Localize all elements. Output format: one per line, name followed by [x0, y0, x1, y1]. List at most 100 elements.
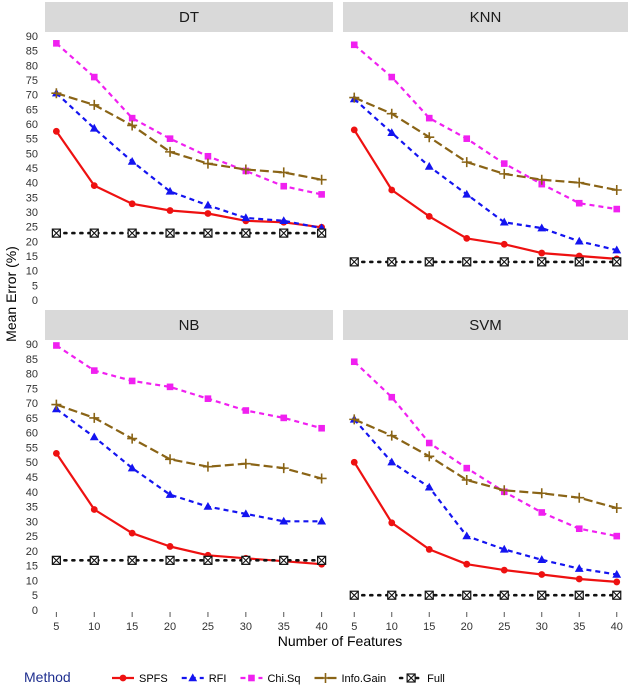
data-point	[165, 454, 176, 465]
data-point	[575, 575, 583, 583]
panel-knn: KNN	[343, 2, 628, 267]
data-point	[350, 126, 358, 134]
data-point	[166, 135, 174, 142]
legend-item-info-gain: Info.Gain	[314, 673, 386, 685]
data-point	[89, 228, 99, 238]
series-line	[353, 360, 618, 538]
x-tick-label: 10	[88, 621, 100, 633]
legend-key-marker	[248, 674, 255, 682]
data-point	[165, 186, 175, 195]
data-point	[424, 590, 434, 600]
data-point	[613, 205, 621, 213]
data-point	[536, 174, 547, 185]
data-point	[90, 367, 98, 374]
y-tick-label: 15	[26, 561, 38, 573]
data-point	[500, 566, 508, 574]
data-point	[499, 590, 509, 600]
data-point	[127, 555, 137, 565]
data-point	[499, 544, 509, 553]
x-tick-label: 40	[316, 621, 328, 633]
y-tick-label: 20	[26, 546, 38, 558]
data-point	[127, 463, 137, 472]
data-point	[537, 223, 547, 232]
x-tick-label: 35	[573, 621, 585, 633]
y-tick-label: 85	[26, 354, 38, 366]
y-tick-label: 50	[26, 148, 38, 160]
data-point	[90, 506, 98, 513]
data-point	[386, 108, 397, 119]
series-info-gain-dt	[51, 88, 327, 185]
data-point	[89, 123, 99, 132]
series-spfs-dt	[52, 127, 326, 231]
series-line	[353, 418, 618, 510]
legend-label: SPFS	[139, 673, 168, 685]
series-rfi-knn	[349, 94, 622, 254]
series-line	[353, 461, 617, 583]
y-tick-label: 10	[26, 575, 38, 587]
data-point	[127, 156, 137, 165]
data-point	[386, 430, 397, 441]
data-point	[90, 73, 98, 81]
data-point	[387, 590, 397, 600]
data-point	[203, 200, 213, 209]
data-point	[89, 412, 100, 423]
data-point	[425, 546, 433, 553]
y-tick-label: 45	[26, 163, 38, 175]
y-tick-label: 45	[26, 472, 38, 484]
data-point	[461, 157, 472, 168]
data-point	[387, 457, 397, 466]
series-line	[353, 129, 617, 260]
y-tick-label: 65	[26, 104, 38, 116]
data-point	[278, 167, 289, 178]
y-tick-label: 40	[26, 178, 38, 190]
data-point	[127, 120, 138, 131]
data-point	[537, 590, 547, 600]
data-point	[388, 73, 396, 81]
strip-svm	[343, 310, 628, 340]
data-point	[463, 135, 471, 142]
legend-key-marker	[188, 673, 198, 682]
data-point	[318, 424, 325, 432]
data-point	[51, 228, 61, 238]
x-tick-label: 15	[423, 621, 435, 633]
data-point	[279, 216, 289, 224]
strip-title-svm: SVM	[469, 317, 502, 334]
data-point	[166, 543, 174, 550]
data-point	[89, 555, 99, 565]
data-point	[317, 555, 327, 565]
y-tick-label: 0	[32, 295, 38, 307]
data-point	[537, 555, 547, 563]
series-line	[55, 452, 322, 566]
series-line	[55, 92, 322, 230]
data-point	[52, 127, 60, 135]
legend: Method SPFS RFI Chi.Sq Info.Gain Full	[24, 669, 445, 685]
panel-nb: NB 0 5 10 15 20 25 30 35 40 45 50 55 60 65 70 75 80 85 90	[26, 310, 333, 617]
y-tick-label: 30	[26, 207, 38, 219]
y-tick-label: 25	[26, 222, 38, 234]
series-line	[353, 43, 617, 211]
data-point	[316, 473, 327, 484]
data-point	[612, 569, 622, 578]
panel-svm: SVM	[343, 310, 628, 600]
y-tick-label: 70	[26, 90, 38, 102]
data-point	[128, 114, 136, 122]
data-point	[424, 257, 434, 267]
series-line	[55, 408, 322, 523]
data-point	[499, 257, 509, 267]
legend-title: Method	[24, 669, 71, 685]
data-point	[574, 236, 584, 245]
series-full-svm	[349, 590, 622, 600]
data-point	[538, 249, 546, 257]
legend-key-marker	[320, 673, 331, 683]
y-tick-label: 75	[26, 75, 38, 87]
y-tick-label: 75	[26, 383, 38, 395]
data-point	[89, 432, 99, 441]
legend-label: RFI	[209, 673, 227, 685]
data-point	[241, 509, 251, 518]
data-point	[89, 99, 100, 110]
data-point	[462, 257, 472, 267]
data-point	[279, 228, 289, 238]
series-full-nb	[51, 555, 327, 565]
series-rfi-dt	[51, 88, 327, 232]
